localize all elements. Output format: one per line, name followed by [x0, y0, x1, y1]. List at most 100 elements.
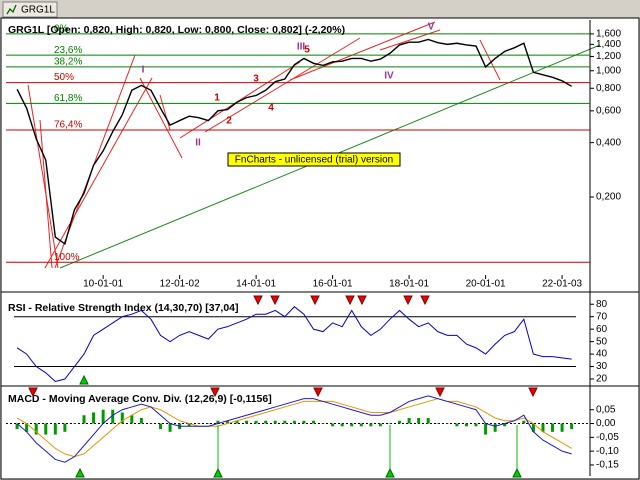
buy-signal [79, 374, 89, 385]
wave-label: II [195, 138, 201, 149]
histogram-bar [503, 423, 507, 427]
histogram-bar [130, 415, 134, 424]
y-tick-label: 1,000 [596, 65, 621, 76]
histogram-bar [407, 418, 411, 424]
wave-label: 4 [268, 103, 274, 114]
wave-label: V [428, 22, 435, 33]
histogram-bar [541, 423, 545, 432]
histogram-bar [551, 423, 555, 432]
trend-line [204, 37, 361, 133]
histogram-bar [331, 423, 335, 427]
buy-signal [512, 467, 522, 478]
y-tick-label: 60 [596, 324, 608, 335]
histogram-bar [302, 420, 306, 424]
y-tick-label: 50 [596, 336, 608, 347]
histogram-bar [417, 418, 421, 424]
fib-label: 0% [54, 24, 69, 35]
fib-label: 50% [54, 72, 74, 83]
histogram-bar [149, 423, 153, 425]
tab-label[interactable]: GRG1L [21, 5, 55, 16]
histogram-bar [292, 420, 296, 424]
buy-signal [75, 467, 85, 478]
histogram-bar [426, 418, 430, 424]
y-tick-label: 0,600 [596, 105, 621, 116]
panel-title: MACD - Moving Average Conv. Div. (12,26,… [8, 393, 272, 405]
wave-label: I [142, 65, 145, 76]
histogram-bar [369, 423, 373, 427]
histogram-bar [484, 423, 488, 435]
histogram-bar [273, 420, 277, 424]
sell-signal [528, 387, 538, 398]
histogram-bar [388, 423, 392, 425]
trend-line [27, 84, 59, 269]
y-tick-label: 80 [596, 299, 608, 310]
x-tick-label: 18-01-01 [389, 279, 429, 290]
histogram-bar [350, 423, 354, 427]
trend-line [479, 39, 501, 81]
histogram-bar [235, 420, 239, 424]
y-tick-label: -0,10 [596, 446, 619, 457]
histogram-bar [216, 420, 220, 424]
x-tick-label: 22-01-03 [542, 279, 582, 290]
x-tick-label: 14-01-01 [236, 279, 276, 290]
histogram-bar [464, 423, 468, 427]
histogram-bar [264, 420, 268, 424]
trend-line [139, 77, 183, 159]
tab[interactable] [2, 1, 58, 18]
histogram-bar [139, 418, 143, 424]
x-tick-label: 12-01-02 [160, 279, 200, 290]
histogram-bar [120, 412, 124, 424]
histogram-bar [436, 423, 440, 425]
y-tick-label: 1,400 [596, 39, 621, 50]
y-tick-label: -0,05 [596, 432, 619, 443]
panel-title: GRG1L [Open: 0,820, High: 0,820, Low: 0,… [8, 24, 345, 36]
wave-label: 2 [226, 116, 232, 127]
histogram-bar [53, 423, 57, 435]
histogram-bar [445, 423, 449, 425]
histogram-bar [92, 412, 96, 424]
y-tick-label: 0,400 [596, 137, 621, 148]
x-tick-label: 16-01-01 [313, 279, 353, 290]
watermark-box [227, 152, 401, 167]
histogram-bar [493, 423, 497, 432]
toolbar [0, 0, 640, 18]
sell-signal [403, 295, 413, 306]
histogram-bar [72, 423, 76, 425]
trend-line [39, 119, 53, 269]
wave-label: IV [384, 71, 394, 82]
y-tick-label: 1,200 [596, 51, 621, 62]
histogram-bar [512, 423, 516, 425]
buy-signal [213, 467, 223, 478]
series-line [16, 306, 572, 383]
sell-signal [313, 387, 323, 398]
histogram-bar [321, 423, 325, 425]
wave-label: 3 [253, 74, 259, 85]
fib-label: 38,2% [54, 57, 82, 68]
histogram-bar [245, 420, 249, 424]
y-tick-label: 0,800 [596, 83, 621, 94]
fib-label: 100% [54, 252, 80, 263]
histogram-bar [34, 423, 38, 435]
fib-label: 76,4% [54, 120, 82, 131]
series-line [16, 395, 572, 463]
histogram-bar [531, 423, 535, 432]
y-tick-label: -0,15 [596, 460, 619, 471]
fib-label: 61,8% [54, 93, 82, 104]
sell-signal [357, 295, 367, 306]
histogram-bar [101, 409, 105, 424]
histogram-bar [44, 423, 48, 435]
sell-signal [253, 295, 263, 306]
trend-line [289, 21, 436, 81]
y-tick-label: 20 [596, 374, 608, 385]
histogram-bar [283, 420, 287, 424]
trend-line [159, 94, 171, 131]
histogram-bar [254, 420, 258, 424]
histogram-bar [570, 423, 574, 430]
buy-signal [385, 467, 395, 478]
histogram-bar [25, 423, 29, 432]
histogram-bar [63, 423, 67, 432]
sell-signal [345, 295, 355, 306]
fib-label: 23,6% [54, 45, 82, 56]
y-tick-label: 0,05 [596, 404, 616, 415]
